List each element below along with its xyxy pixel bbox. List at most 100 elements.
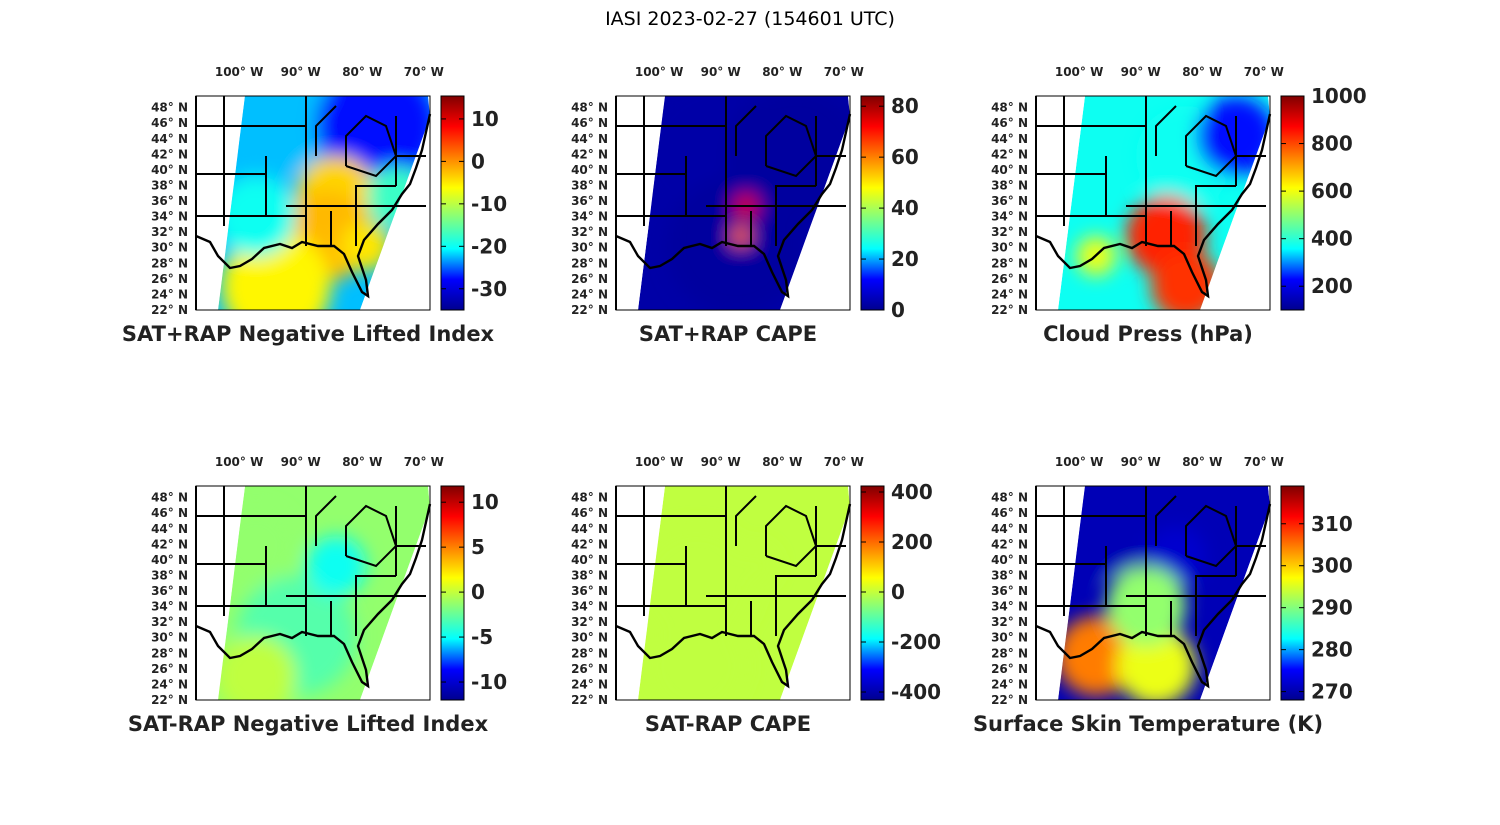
- lat-tick-label: 48° N: [571, 101, 608, 115]
- lat-tick-label: 46° N: [571, 506, 608, 520]
- lon-tick-label: 80° W: [1182, 65, 1222, 79]
- colorbar: [1280, 95, 1305, 311]
- lat-tick-label: 34° N: [151, 210, 188, 224]
- data-swath: [218, 96, 430, 310]
- state-border: [1185, 504, 1238, 568]
- state-border: [765, 504, 818, 568]
- colorbar-tick-label: -10: [471, 192, 507, 216]
- lat-tick-label: 42° N: [991, 147, 1028, 161]
- colorbar-tick-label: 1000: [1311, 84, 1367, 108]
- colorbar-tick-label: 800: [1311, 132, 1353, 156]
- lat-tick-label: 30° N: [991, 631, 1028, 645]
- lat-tick-label: 46° N: [571, 116, 608, 130]
- lat-tick-label: 44° N: [991, 132, 1028, 146]
- lat-tick-label: 32° N: [571, 225, 608, 239]
- lat-tick-label: 48° N: [151, 491, 188, 505]
- data-swath: [1058, 96, 1270, 310]
- lon-tick-label: 70° W: [1244, 65, 1284, 79]
- data-swath: [638, 486, 850, 700]
- panel-title: Surface Skin Temperature (K): [973, 712, 1323, 736]
- data-region: [221, 231, 331, 310]
- panel-title: SAT-RAP CAPE: [645, 712, 811, 736]
- lat-tick-label: 34° N: [151, 600, 188, 614]
- lat-tick-label: 46° N: [151, 116, 188, 130]
- colorbar: [440, 95, 465, 311]
- lon-tick-label: 80° W: [342, 455, 382, 469]
- map-panel: 100° W 90° W 80° W 70° W 48° N46° N 44° N42° …: [128, 455, 507, 736]
- data-region: [731, 226, 751, 246]
- lat-tick-label: 26° N: [151, 272, 188, 286]
- lon-tick-label: 90° W: [701, 65, 741, 79]
- data-region: [646, 616, 746, 700]
- lat-tick-label: 28° N: [571, 646, 608, 660]
- state-border: [735, 105, 757, 156]
- coastline: [195, 113, 432, 299]
- colorbar-tick-label: 300: [1311, 554, 1353, 578]
- data-region: [736, 546, 776, 586]
- lat-tick-label: 40° N: [991, 553, 1028, 567]
- lat-tick-label: 30° N: [571, 631, 608, 645]
- colorbar-tick-label: 60: [891, 145, 919, 169]
- lat-tick-label: 26° N: [991, 272, 1028, 286]
- lat-tick-label: 26° N: [571, 272, 608, 286]
- lat-tick-label: 24° N: [571, 287, 608, 301]
- colorbar-tick-label: 270: [1311, 680, 1353, 704]
- state-border: [345, 504, 398, 568]
- state-border: [305, 211, 357, 246]
- colorbar: [860, 485, 885, 701]
- lat-tick-label: 22° N: [151, 693, 188, 707]
- lat-tick-label: 42° N: [991, 537, 1028, 551]
- lat-tick-label: 28° N: [571, 256, 608, 270]
- lat-tick-label: 26° N: [151, 662, 188, 676]
- map-panel: 100° W 90° W 80° W 70° W 48° N46° N 44° N42° …: [571, 455, 941, 736]
- state-border: [305, 601, 357, 636]
- lat-tick-label: 44° N: [991, 522, 1028, 536]
- lat-tick-label: 22° N: [991, 693, 1028, 707]
- coastline: [1035, 113, 1272, 299]
- colorbar-tick-label: 310: [1311, 512, 1353, 536]
- colorbar: [1280, 485, 1305, 701]
- lon-tick-label: 100° W: [1055, 455, 1103, 469]
- map-frame: [1035, 95, 1271, 311]
- colorbar-tick-label: 20: [891, 247, 919, 271]
- map-panel: 100° W 90° W 80° W 70° W 48° N46° N 44° N42° …: [571, 65, 919, 346]
- coastline: [1035, 503, 1272, 689]
- lat-tick-label: 28° N: [991, 646, 1028, 660]
- lon-tick-label: 100° W: [635, 455, 683, 469]
- data-swath: [218, 486, 430, 700]
- lat-tick-label: 26° N: [571, 662, 608, 676]
- panel-title: SAT+RAP Negative Lifted Index: [122, 322, 495, 346]
- lat-tick-label: 40° N: [991, 163, 1028, 177]
- lat-tick-label: 42° N: [151, 147, 188, 161]
- lon-tick-label: 100° W: [215, 455, 263, 469]
- lat-tick-label: 22° N: [571, 303, 608, 317]
- state-border: [1185, 114, 1238, 178]
- map-panel: 100° W 90° W 80° W 70° W 48° N46° N 44° N42° …: [973, 455, 1353, 736]
- field-blobs: [1058, 486, 1206, 700]
- state-border: [1145, 211, 1197, 246]
- coastline: [615, 113, 852, 299]
- coastline: [195, 503, 432, 689]
- lat-tick-label: 32° N: [151, 225, 188, 239]
- colorbar-tick-label: 5: [471, 535, 485, 559]
- coastline: [615, 503, 852, 689]
- lat-tick-label: 34° N: [991, 600, 1028, 614]
- colorbar-tick-label: -200: [891, 630, 941, 654]
- state-border: [725, 211, 777, 246]
- lat-tick-label: 36° N: [991, 194, 1028, 208]
- colorbar-tick-label: 290: [1311, 596, 1353, 620]
- lat-tick-label: 38° N: [571, 178, 608, 192]
- lat-tick-label: 30° N: [991, 241, 1028, 255]
- colorbar: [860, 95, 885, 311]
- state-border: [315, 495, 337, 546]
- data-region: [218, 506, 296, 586]
- map-frame: [615, 485, 851, 701]
- panel-title: SAT-RAP Negative Lifted Index: [128, 712, 489, 736]
- lat-tick-label: 44° N: [571, 522, 608, 536]
- lon-tick-label: 70° W: [824, 65, 864, 79]
- lat-tick-label: 40° N: [151, 163, 188, 177]
- lat-tick-label: 46° N: [991, 506, 1028, 520]
- lon-tick-label: 70° W: [1244, 455, 1284, 469]
